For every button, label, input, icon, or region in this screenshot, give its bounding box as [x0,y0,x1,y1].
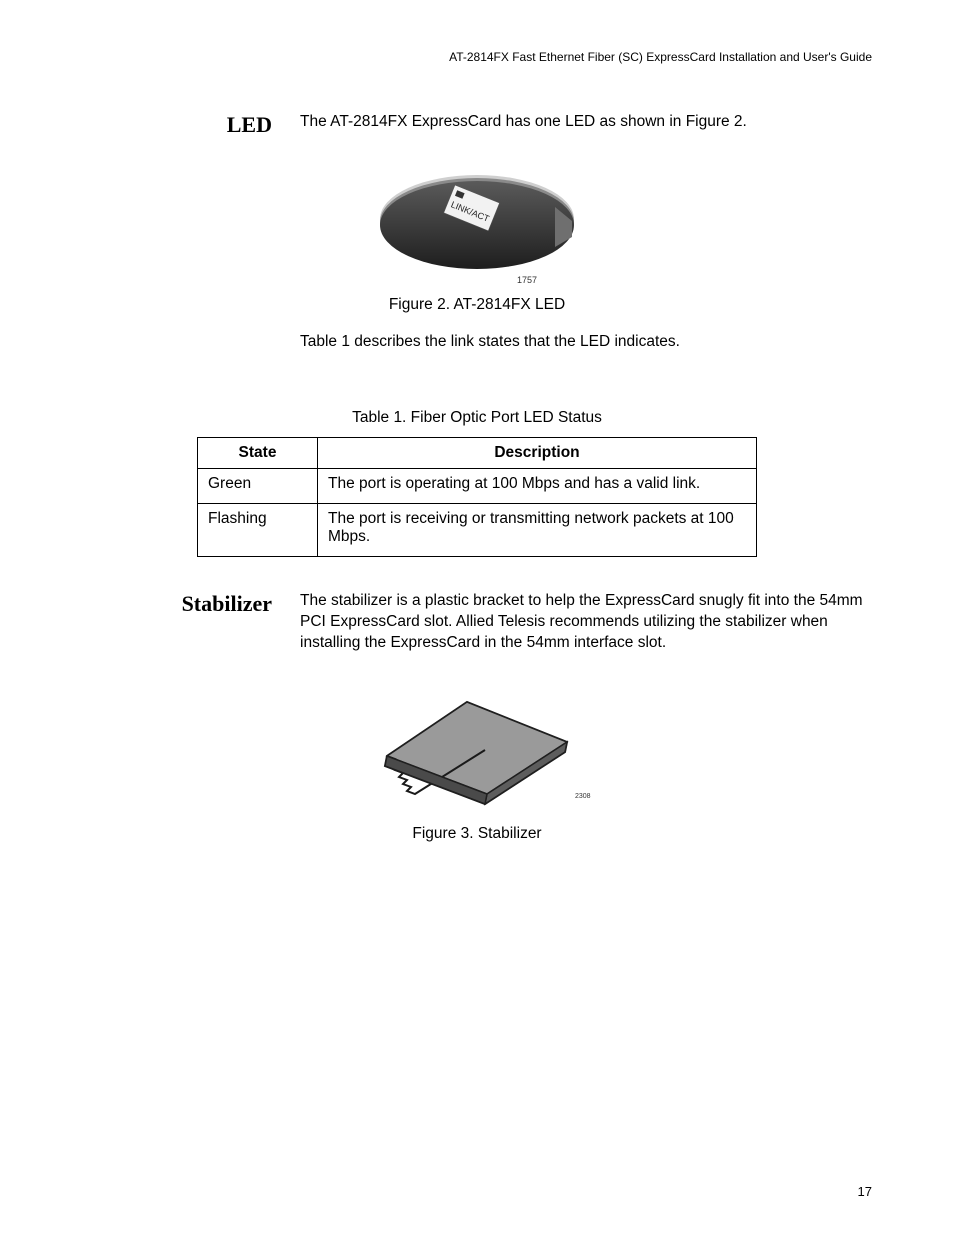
table-row: Flashing The port is receiving or transm… [198,503,757,556]
figure-2-refnum: 1757 [517,275,537,285]
cell-state: Flashing [198,503,318,556]
table-row: Green The port is operating at 100 Mbps … [198,468,757,503]
led-ellipse-image: LINK/ACT 1757 [377,167,577,285]
page-number: 17 [858,1184,872,1199]
cell-desc: The port is operating at 100 Mbps and ha… [318,468,757,503]
led-intro-text: The AT-2814FX ExpressCard has one LED as… [300,112,884,133]
th-description: Description [318,437,757,468]
cell-desc: The port is receiving or transmitting ne… [318,503,757,556]
figure-3-refnum: 2308 [575,793,591,800]
th-state: State [198,437,318,468]
cell-state: Green [198,468,318,503]
table-intro-text: Table 1 describes the link states that t… [300,332,884,353]
figure-2-container: LINK/ACT 1757 Figure 2. AT-2814FX LED [70,167,884,314]
stabilizer-image: 2308 [357,686,597,814]
led-status-table: State Description Green The port is oper… [197,437,757,557]
figure-3-caption: Figure 3. Stabilizer [70,825,884,843]
figure-2-caption: Figure 2. AT-2814FX LED [70,296,884,314]
figure-3-container: 2308 Figure 3. Stabilizer [70,686,884,843]
page-header: AT-2814FX Fast Ethernet Fiber (SC) Expre… [70,50,884,64]
stabilizer-text: The stabilizer is a plastic bracket to h… [300,591,884,654]
heading-stabilizer: Stabilizer [70,591,300,617]
table-1-caption: Table 1. Fiber Optic Port LED Status [70,409,884,427]
heading-led: LED [70,112,300,138]
